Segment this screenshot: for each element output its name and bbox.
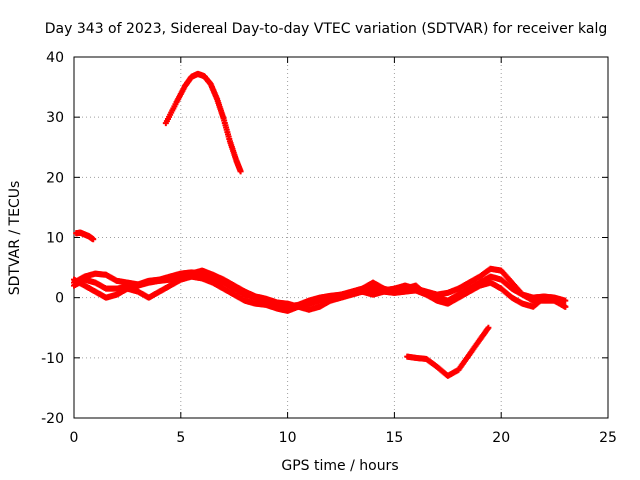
x-tick-label: 0 [70, 430, 79, 446]
series-band-3 [71, 267, 569, 313]
data-point [485, 324, 492, 331]
chart-title: Day 343 of 2023, Sidereal Day-to-day VTE… [45, 21, 607, 37]
grid-lines [74, 57, 608, 418]
y-tick-label: 40 [46, 50, 64, 66]
x-axis-label: GPS time / hours [281, 458, 398, 474]
y-tick-label: 30 [46, 110, 64, 126]
x-tick-label: 10 [279, 430, 297, 446]
y-tick-label: 0 [55, 291, 64, 307]
data-point [562, 303, 569, 310]
y-tick-label: -20 [41, 411, 64, 427]
data-point [90, 236, 97, 243]
series-arc-early [73, 229, 97, 243]
y-tick-label: 20 [46, 170, 64, 186]
x-tick-label: 15 [385, 430, 403, 446]
axis-ticks [73, 56, 609, 419]
y-tick-label: 10 [46, 231, 64, 247]
x-tick-label: 20 [492, 430, 510, 446]
data-points [71, 70, 569, 379]
series-arc-negative [404, 324, 492, 379]
x-tick-label: 5 [176, 430, 185, 446]
data-point [562, 297, 569, 304]
data-point [237, 168, 244, 175]
x-tick-label: 25 [599, 430, 617, 446]
y-axis-label: SDTVAR / TECUs [7, 181, 23, 296]
series-arc-high [162, 70, 244, 175]
y-tick-label: -10 [41, 351, 64, 367]
tick-labels: 0 5 10 15 20 25 -20 -10 0 10 20 30 40 [41, 50, 617, 446]
